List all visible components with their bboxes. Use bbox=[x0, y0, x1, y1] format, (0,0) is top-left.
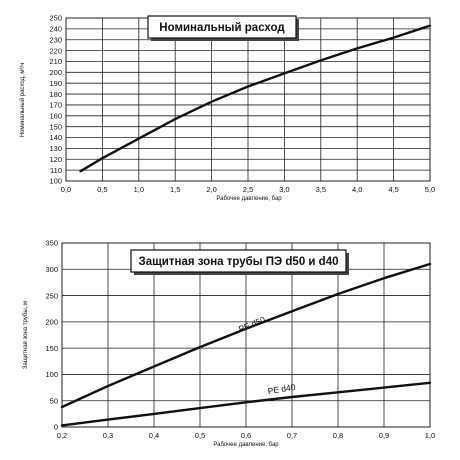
flow-x-tick-label: 0,5 bbox=[97, 185, 107, 194]
flow-x-tick-label: 2,0 bbox=[206, 185, 216, 194]
flow-y-tick-label: 100 bbox=[49, 177, 62, 186]
flow-y-tick-label: 170 bbox=[49, 101, 62, 110]
flow-y-tick-label: 250 bbox=[49, 14, 62, 23]
flow-x-tick-label: 1,5 bbox=[170, 185, 180, 194]
zone-y-axis-label: Защитная зона трубы, м bbox=[23, 301, 29, 369]
zone-x-tick-label: 0,5 bbox=[195, 431, 205, 440]
zone-x-tick-label: 0,9 bbox=[379, 431, 389, 440]
zone-y-tick-label: 50 bbox=[50, 396, 58, 405]
zone-x-tick-label: 0,2 bbox=[57, 431, 67, 440]
flow-x-tick-label: 4,0 bbox=[352, 185, 362, 194]
zone-series-line-1 bbox=[60, 381, 432, 427]
flow-y-axis-label: Номинальный расход, м³/ч bbox=[19, 63, 26, 138]
zone-y-tick-label: 100 bbox=[45, 370, 58, 379]
zone-y-tick-label: 250 bbox=[45, 291, 58, 300]
flow-y-tick-label: 150 bbox=[49, 122, 62, 131]
flow-chart-title: Номинальный расход bbox=[159, 22, 285, 34]
flow-y-tick-label: 190 bbox=[49, 79, 62, 88]
zone-chart-title: Защитная зона трубы ПЭ d50 и d40 bbox=[139, 256, 339, 268]
chart-nominal-flow: 0,0 0,5 1,0 1,5 2,0 2,5 3,0 3,5 4,0 4,5 5,0 100 110 1… bbox=[19, 14, 435, 202]
flow-x-tick-label: 3,5 bbox=[316, 185, 326, 194]
flow-y-tick-label: 110 bbox=[50, 166, 62, 175]
flow-y-tick-label: 240 bbox=[49, 25, 62, 34]
flow-y-tick-label: 210 bbox=[49, 57, 62, 66]
flow-y-tick-label: 180 bbox=[49, 90, 62, 99]
zone-y-tick-label: 200 bbox=[45, 318, 58, 327]
flow-x-axis-label: Рабочее давление, бар bbox=[216, 196, 282, 202]
zone-x-axis-label: Рабочее давление, бар bbox=[213, 442, 279, 448]
flow-y-tick-label: 220 bbox=[49, 46, 62, 55]
flow-title-box bbox=[147, 15, 297, 39]
zone-y-tick-label: 300 bbox=[45, 265, 58, 274]
zone-y-tick-label: 150 bbox=[45, 344, 58, 353]
zone-series-label-0: PE d50 bbox=[237, 314, 267, 334]
flow-x-tick-label: 0,0 bbox=[61, 185, 71, 194]
flow-x-tick-label: 1,0 bbox=[134, 185, 144, 194]
flow-x-tick-label: 2,5 bbox=[243, 185, 253, 194]
flow-y-tick-label: 200 bbox=[49, 68, 62, 77]
flow-y-tick-label: 160 bbox=[49, 112, 62, 121]
zone-x-tick-label: 1,0 bbox=[425, 431, 435, 440]
flow-x-tick-label: 3,0 bbox=[279, 185, 289, 194]
flow-y-tick-label: 130 bbox=[49, 144, 62, 153]
zone-series-label-1: PE d40 bbox=[267, 382, 296, 396]
flow-series-line-0 bbox=[79, 24, 432, 173]
zone-x-tick-label: 0,7 bbox=[287, 431, 297, 440]
zone-x-tick-label: 0,3 bbox=[103, 431, 113, 440]
flow-y-tick-label: 230 bbox=[49, 35, 62, 44]
flow-x-tick-label: 5,0 bbox=[425, 185, 435, 194]
zone-x-tick-label: 0,4 bbox=[149, 431, 159, 440]
flow-y-tick-label: 140 bbox=[49, 133, 62, 142]
zone-x-tick-label: 0,6 bbox=[241, 431, 251, 440]
zone-title-box bbox=[130, 249, 347, 273]
zone-x-tick-label: 0,8 bbox=[333, 431, 343, 440]
zone-series-line-0 bbox=[60, 262, 432, 409]
chart-protection-zone: 0,2 0,3 0,4 0,5 0,6 0,7 0,8 0,9 1,0 0 50 100 150 200 2… bbox=[23, 239, 435, 448]
flow-y-tick-label: 120 bbox=[49, 155, 62, 164]
zone-plot-frame bbox=[61, 242, 431, 428]
zone-y-tick-label: 0 bbox=[54, 423, 58, 432]
zone-y-tick-label: 350 bbox=[45, 239, 58, 248]
flow-x-tick-label: 4,5 bbox=[388, 185, 398, 194]
